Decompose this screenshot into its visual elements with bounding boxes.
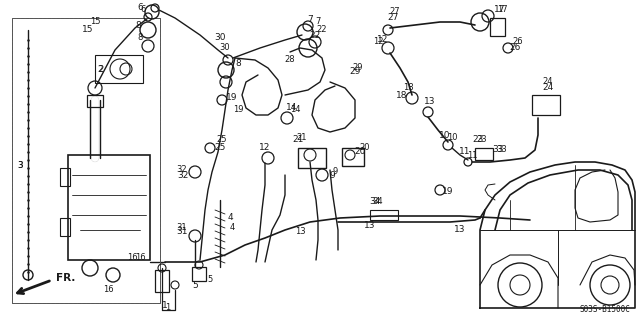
Text: 3: 3 (17, 160, 23, 169)
Text: 25: 25 (217, 136, 227, 145)
Bar (95, 55, 143, 83)
Text: 24: 24 (543, 78, 553, 86)
Text: 34: 34 (372, 197, 383, 206)
Text: 10: 10 (439, 130, 451, 139)
Text: 2: 2 (99, 64, 104, 73)
Text: 31: 31 (176, 227, 188, 236)
Text: 18: 18 (396, 91, 408, 100)
Text: 21: 21 (297, 133, 307, 143)
Text: 32: 32 (177, 166, 188, 174)
Text: 11: 11 (467, 151, 477, 160)
Text: 26: 26 (509, 43, 521, 53)
Text: 1: 1 (162, 300, 168, 309)
Text: 13: 13 (364, 220, 376, 229)
Text: 12: 12 (259, 144, 271, 152)
Text: 5: 5 (207, 276, 212, 285)
Text: 9: 9 (329, 170, 335, 180)
Text: 19: 19 (442, 188, 454, 197)
Bar (155, 270, 169, 292)
Text: 8: 8 (235, 60, 241, 69)
Text: 14: 14 (290, 106, 300, 115)
Text: 13: 13 (294, 227, 305, 236)
Text: 7: 7 (316, 18, 321, 26)
Text: 29: 29 (349, 68, 361, 77)
Bar (87, 95, 103, 107)
Text: 8: 8 (138, 33, 143, 42)
Text: 16: 16 (102, 286, 113, 294)
Text: 33: 33 (497, 145, 508, 154)
Bar (475, 148, 493, 160)
Text: 13: 13 (454, 226, 466, 234)
Text: 12: 12 (372, 38, 383, 47)
Text: 17: 17 (497, 5, 508, 14)
Text: 9: 9 (332, 167, 338, 176)
Bar (60, 218, 70, 236)
Bar (12, 18, 160, 303)
Text: 25: 25 (214, 144, 226, 152)
Text: 27: 27 (390, 8, 400, 17)
Bar (342, 148, 364, 166)
Text: 5: 5 (192, 280, 198, 290)
Text: 10: 10 (447, 133, 457, 143)
Bar (490, 18, 505, 36)
Text: 24: 24 (542, 84, 554, 93)
Bar (192, 267, 206, 281)
Text: 15: 15 (90, 18, 100, 26)
Text: 33: 33 (492, 145, 504, 154)
Text: S03S-B1500C: S03S-B1500C (579, 305, 630, 314)
Text: 16: 16 (134, 254, 145, 263)
Text: 23: 23 (477, 136, 487, 145)
Text: 4: 4 (229, 224, 235, 233)
Text: 3: 3 (17, 160, 22, 169)
Bar (532, 95, 560, 115)
Bar (12, 18, 160, 303)
Text: 34: 34 (369, 197, 381, 206)
Text: 18: 18 (403, 84, 413, 93)
Text: 20: 20 (360, 144, 371, 152)
Text: 22: 22 (309, 31, 321, 40)
Bar (60, 168, 70, 186)
Text: 16: 16 (127, 254, 138, 263)
Text: 13: 13 (424, 98, 436, 107)
Text: 19: 19 (227, 93, 237, 102)
Text: 27: 27 (387, 13, 399, 23)
Text: 14: 14 (286, 103, 298, 113)
Text: 23: 23 (472, 136, 484, 145)
Bar (370, 210, 398, 220)
Text: 30: 30 (220, 43, 230, 53)
Text: 1: 1 (165, 303, 171, 313)
Text: 28: 28 (285, 56, 295, 64)
Text: 17: 17 (494, 5, 506, 14)
Text: 32: 32 (177, 170, 189, 180)
Text: 11: 11 (460, 147, 471, 157)
Text: 21: 21 (292, 136, 304, 145)
Text: 12: 12 (378, 35, 388, 44)
Bar (298, 148, 326, 168)
Text: 22: 22 (317, 26, 327, 34)
Text: 7: 7 (307, 16, 313, 25)
Text: 6: 6 (140, 5, 146, 14)
Text: 15: 15 (83, 26, 93, 34)
Text: 4: 4 (227, 213, 233, 222)
Text: 29: 29 (353, 63, 364, 72)
Text: 8: 8 (135, 21, 141, 31)
Text: 26: 26 (513, 38, 524, 47)
Bar (68, 155, 150, 260)
Text: 31: 31 (177, 224, 188, 233)
Text: 30: 30 (214, 33, 226, 42)
Text: 19: 19 (233, 106, 243, 115)
Text: 6: 6 (137, 4, 143, 12)
Text: 2: 2 (97, 64, 103, 73)
Text: FR.: FR. (56, 273, 76, 283)
Text: 20: 20 (355, 147, 365, 157)
